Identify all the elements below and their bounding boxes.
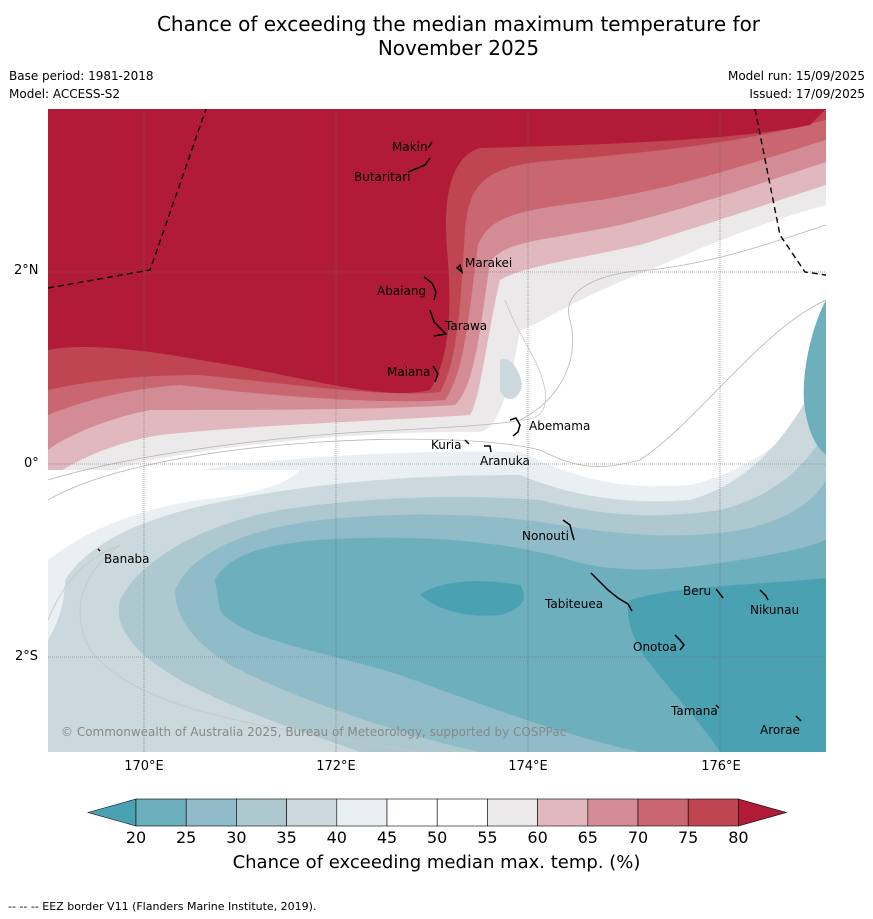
footer-eez-note: -- -- -- EEZ border V11 (Flanders Marine… (8, 900, 317, 913)
colorbar-segment (587, 798, 639, 827)
colorbar-tick-label: 35 (276, 828, 297, 847)
label-tabiteuea: Tabiteuea (544, 597, 603, 611)
label-maiana: Maiana (387, 365, 430, 379)
colorbar-segment (336, 798, 388, 827)
colorbar-tick-label: 55 (477, 828, 498, 847)
island-maiana (432, 365, 439, 383)
colorbar-extend-low (86, 798, 137, 827)
issued-date: Issued: 17/09/2025 (749, 87, 865, 101)
label-kuria: Kuria (431, 438, 462, 452)
colorbar-segment (135, 798, 187, 827)
copyright-text: © Commonwealth of Australia 2025, Bureau… (61, 725, 566, 739)
colorbar (86, 798, 788, 827)
colorbar-segment (286, 798, 338, 827)
title-line-2: November 2025 (377, 36, 540, 60)
label-tarawa: Tarawa (444, 319, 487, 333)
model-run: Model run: 15/09/2025 (727, 69, 865, 83)
model-name: Model: ACCESS-S2 (9, 87, 121, 101)
island-nonouti (562, 519, 575, 541)
label-makin: Makin (392, 140, 428, 154)
island-banaba (97, 548, 101, 552)
colorbar-tick-label: 80 (728, 828, 749, 847)
band-below-20-a (420, 581, 524, 616)
colorbar-tick-label: 50 (427, 828, 448, 847)
island-abemama (509, 417, 521, 437)
island-onotoa (674, 634, 685, 651)
colorbar-segment (436, 798, 488, 827)
islands (97, 141, 802, 722)
colorbar-tick-label: 75 (678, 828, 699, 847)
colorbar-segment (386, 798, 438, 827)
island-tabiteuea (590, 572, 633, 612)
colorbar-segment (487, 798, 538, 827)
label-aranuka: Aranuka (480, 454, 530, 468)
label-banaba: Banaba (104, 552, 150, 566)
label-beru: Beru (683, 584, 711, 598)
band-above-80 (48, 109, 826, 393)
colorbar-tick-label: 45 (376, 828, 398, 847)
label-butaritari: Butaritari (354, 170, 411, 184)
title-line-1: Chance of exceeding the median maximum t… (156, 12, 761, 36)
lat-label-2n: 2°N (14, 263, 39, 278)
colorbar-extend-high (738, 798, 788, 827)
band-cool-east (803, 300, 826, 455)
colorbar-segment (236, 798, 287, 827)
label-nikunau: Nikunau (750, 603, 799, 617)
lon-label-170: 170°E (124, 759, 164, 774)
lon-label-172: 172°E (316, 759, 356, 774)
label-arorae: Arorae (760, 723, 800, 737)
colorbar-label: Chance of exceeding median max. temp. (%… (232, 852, 641, 873)
label-onotoa: Onotoa (633, 640, 677, 654)
colorbar-tick-label: 70 (627, 828, 649, 847)
base-period: Base period: 1981-2018 (9, 69, 154, 83)
colorbar-segment (537, 798, 589, 827)
island-nikunau (759, 589, 769, 601)
contour-line-4 (504, 299, 547, 421)
band-below-20-b (628, 578, 826, 752)
eez-border (48, 109, 826, 289)
lat-label-2s: 2°S (15, 649, 39, 664)
label-abemama: Abemama (529, 419, 590, 433)
contour-line-2 (48, 224, 826, 481)
island-makin (427, 141, 433, 149)
graticule (48, 109, 826, 752)
island-abaiang (423, 276, 437, 301)
meta-left: Base period: 1981-2018 Model: ACCESS-S2 (9, 67, 154, 103)
island-tarawa (429, 309, 448, 337)
colorbar-tick-label: 40 (326, 828, 347, 847)
island-beru (715, 588, 724, 599)
colorbar-tick-label: 30 (226, 828, 247, 847)
place-labels: Makin Butaritari Marakei Abaiang Tarawa … (104, 140, 800, 737)
contour-line-1 (48, 299, 826, 501)
island-arorae (795, 715, 802, 722)
colorbar-segment (185, 798, 237, 827)
meta-right: Model run: 15/09/2025 Issued: 17/09/2025 (728, 67, 865, 103)
island-marakei (455, 263, 464, 275)
map-area: Makin Butaritari Marakei Abaiang Tarawa … (48, 109, 826, 752)
label-abaiang: Abaiang (377, 284, 426, 298)
lon-label-174: 174°E (508, 759, 548, 774)
label-tamana: Tamana (670, 704, 718, 718)
island-aranuka (484, 445, 492, 453)
colorbar-tick-label: 25 (176, 828, 197, 847)
lat-label-0: 0° (24, 456, 39, 471)
colorbar-segment (637, 798, 689, 827)
label-marakei: Marakei (465, 256, 512, 270)
island-butaritari (407, 157, 431, 173)
colorbar-tick-label: 65 (577, 828, 598, 847)
map-title: Chance of exceeding the median maximum t… (0, 12, 873, 60)
label-nonouti: Nonouti (522, 529, 569, 543)
colorbar-segment (687, 798, 739, 827)
contour-line-3 (48, 544, 421, 752)
lon-label-176: 176°E (701, 759, 741, 774)
colorbar-tick-label: 20 (125, 828, 147, 847)
band-cool-patch (500, 359, 522, 400)
band-45-50-inner (48, 470, 300, 560)
island-kuria (464, 439, 470, 445)
colorbar-tick-label: 60 (527, 828, 548, 847)
island-tamana (715, 704, 720, 709)
